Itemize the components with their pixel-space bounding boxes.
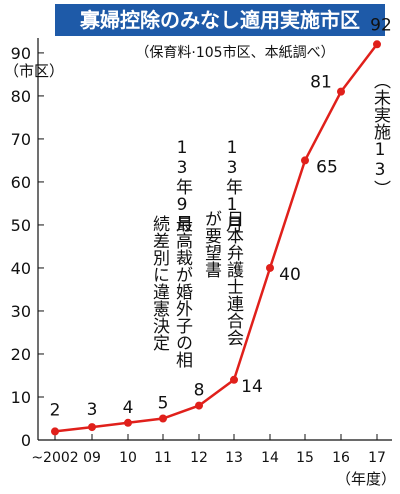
data-label: 3 bbox=[87, 400, 98, 420]
data-point bbox=[337, 87, 345, 96]
y-tick-label: 0 bbox=[21, 431, 31, 450]
x-tick-label: 12 bbox=[190, 450, 208, 466]
data-line bbox=[54, 43, 378, 433]
data-label: 4 bbox=[123, 398, 134, 418]
x-axis-label: （年度） bbox=[336, 470, 396, 488]
y-axis-label: （市区） bbox=[4, 62, 64, 80]
x-tick-label: 11 bbox=[154, 450, 172, 466]
annotation: が要望書 bbox=[201, 210, 222, 278]
data-point bbox=[266, 263, 274, 272]
data-point bbox=[51, 427, 59, 436]
y-tick-label: 70 bbox=[11, 130, 31, 149]
y-tick-label: 90 bbox=[11, 44, 31, 63]
y-tick-label: 60 bbox=[11, 173, 31, 192]
x-tick-label: 10 bbox=[119, 450, 137, 466]
x-tick-label: 14 bbox=[261, 450, 279, 466]
y-tick-label: 50 bbox=[11, 216, 31, 235]
y-tick-label: 40 bbox=[11, 259, 31, 278]
data-point bbox=[159, 414, 167, 423]
data-point bbox=[301, 156, 309, 165]
data-label: 40 bbox=[279, 265, 301, 285]
note: （未実施13） bbox=[370, 72, 391, 197]
data-label: 8 bbox=[194, 381, 205, 401]
data-label: 65 bbox=[316, 157, 338, 177]
data-point bbox=[373, 40, 381, 49]
x-tick-label: 17 bbox=[368, 450, 386, 466]
annotation: 続差別に違憲決定 bbox=[149, 215, 170, 351]
data-label: 5 bbox=[158, 393, 169, 413]
x-tick-label: 16 bbox=[332, 450, 350, 466]
data-point bbox=[195, 401, 203, 410]
x-tick-label: 09 bbox=[83, 450, 101, 466]
title-box bbox=[55, 4, 385, 36]
x-tick-label: 13 bbox=[225, 450, 243, 466]
y-tick-label: 20 bbox=[11, 345, 31, 364]
annotation: 13年9月 bbox=[172, 138, 193, 232]
data-point bbox=[88, 423, 96, 432]
chart-subtitle: （保育料·105市区、本紙調べ） bbox=[135, 44, 334, 61]
data-point bbox=[230, 375, 238, 384]
annotation: 13年1月 bbox=[222, 138, 243, 232]
data-label: 14 bbox=[241, 377, 263, 397]
chart-title: 寡婦控除のみなし適用実施市区 bbox=[79, 8, 360, 32]
data-label: 92 bbox=[370, 15, 392, 35]
x-tick-label: ~2002 bbox=[31, 450, 78, 466]
data-point bbox=[124, 418, 132, 427]
x-tick-label: 15 bbox=[296, 450, 314, 466]
y-tick-label: 30 bbox=[11, 302, 31, 321]
annotation: 日本弁護士連合会 bbox=[223, 210, 244, 346]
annotation: 最高裁が婚外子の相 bbox=[172, 215, 193, 368]
data-label: 2 bbox=[50, 400, 61, 420]
y-tick-label: 10 bbox=[11, 388, 31, 407]
data-label: 81 bbox=[310, 73, 332, 93]
y-tick-label: 80 bbox=[11, 87, 31, 106]
